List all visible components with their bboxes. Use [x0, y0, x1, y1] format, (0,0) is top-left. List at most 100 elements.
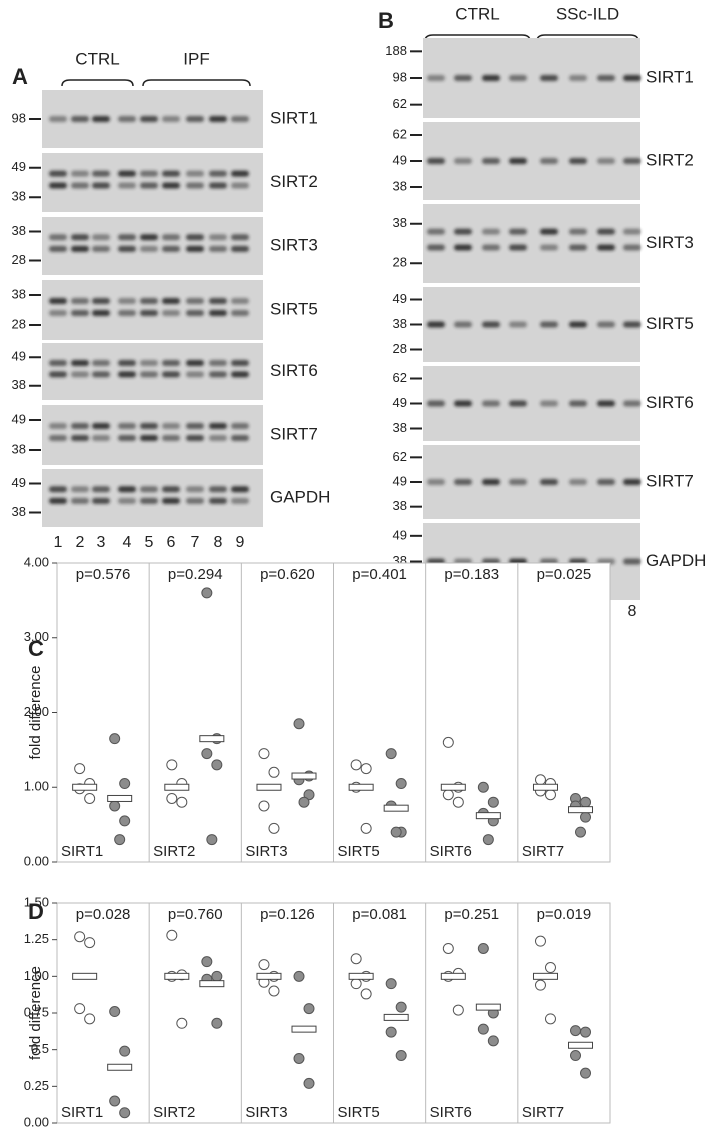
band — [209, 116, 227, 122]
band — [540, 228, 558, 235]
band — [49, 182, 67, 189]
band — [162, 245, 180, 252]
band — [427, 479, 445, 485]
control-point — [360, 763, 372, 775]
lane-number: 2 — [76, 534, 85, 551]
p-value: p=0.760 — [168, 906, 223, 923]
band — [209, 497, 227, 504]
band — [71, 486, 89, 493]
band — [231, 486, 249, 493]
protein-label: SIRT2 — [270, 172, 318, 191]
band — [569, 479, 587, 485]
band — [186, 234, 204, 241]
control-point — [74, 763, 86, 775]
band — [454, 400, 472, 407]
band — [186, 435, 204, 441]
control-point — [544, 962, 556, 974]
control-point — [268, 985, 280, 997]
marker-label: 62 — [393, 96, 407, 111]
band — [118, 245, 136, 252]
band — [118, 310, 136, 316]
disease-point — [580, 1067, 592, 1079]
group-name: SIRT6 — [430, 1104, 472, 1121]
disease-mean — [475, 812, 501, 820]
band — [209, 371, 227, 378]
band — [162, 359, 180, 366]
disease-mean — [383, 1013, 409, 1021]
p-value: p=0.576 — [76, 566, 131, 583]
band — [92, 170, 110, 177]
y-tick-label: 1.00 — [24, 968, 49, 983]
lane-number: 3 — [97, 534, 106, 551]
marker-label: 38 — [12, 223, 26, 238]
control-point — [360, 988, 372, 1000]
band — [231, 170, 249, 177]
protein-label: SIRT7 — [270, 424, 318, 443]
band — [118, 486, 136, 493]
control-mean — [440, 783, 466, 791]
y-tick-label: 0.25 — [24, 1078, 49, 1093]
control-point — [176, 796, 188, 808]
lane-number: 5 — [145, 534, 154, 551]
band — [162, 298, 180, 304]
band — [49, 170, 67, 177]
marker-label: 49 — [393, 473, 407, 488]
band — [186, 371, 204, 378]
disease-point — [201, 587, 213, 599]
marker-label: 38 — [12, 377, 26, 392]
band — [623, 558, 641, 565]
band — [427, 244, 445, 251]
disease-mean — [107, 1063, 133, 1071]
band — [92, 245, 110, 252]
marker-label: 49 — [393, 527, 407, 542]
protein-label: SIRT3 — [646, 233, 694, 252]
band — [509, 244, 527, 251]
disease-point — [109, 733, 121, 745]
band — [540, 75, 558, 81]
control-point — [258, 748, 270, 760]
lane-number: 6 — [167, 534, 176, 551]
band — [454, 479, 472, 485]
band — [509, 158, 527, 164]
disease-point — [487, 1035, 499, 1047]
band — [162, 182, 180, 189]
control-point — [74, 931, 86, 943]
lane-number: 8 — [628, 603, 637, 620]
band — [118, 170, 136, 177]
control-point — [74, 1003, 86, 1015]
band — [49, 116, 67, 122]
group-bracket — [536, 34, 639, 42]
band — [540, 158, 558, 164]
marker-label: 188 — [385, 43, 407, 58]
panel-label: C — [28, 636, 44, 661]
marker-label: 49 — [12, 349, 26, 364]
band — [118, 359, 136, 366]
y-tick-label: 4.00 — [24, 554, 49, 569]
band — [454, 158, 472, 164]
band — [540, 321, 558, 328]
marker-label: 38 — [12, 441, 26, 456]
band — [118, 423, 136, 429]
p-value: p=0.019 — [537, 906, 592, 923]
control-mean — [164, 972, 190, 980]
control-mean — [72, 783, 98, 791]
band — [118, 371, 136, 378]
band — [140, 182, 158, 189]
p-value: p=0.028 — [76, 906, 131, 923]
marker-label: 38 — [393, 178, 407, 193]
band — [162, 116, 180, 122]
disease-point — [477, 942, 489, 954]
panel-label: D — [28, 899, 44, 924]
group-name: SIRT7 — [522, 1104, 564, 1121]
control-point — [544, 1013, 556, 1025]
y-tick-label: 1.00 — [24, 779, 49, 794]
band — [509, 400, 527, 407]
band — [162, 486, 180, 493]
group-bracket — [142, 79, 251, 87]
group-name: SIRT6 — [430, 843, 472, 860]
band — [186, 310, 204, 316]
band — [623, 400, 641, 407]
band — [509, 228, 527, 235]
band — [231, 182, 249, 189]
disease-point — [119, 1045, 131, 1057]
